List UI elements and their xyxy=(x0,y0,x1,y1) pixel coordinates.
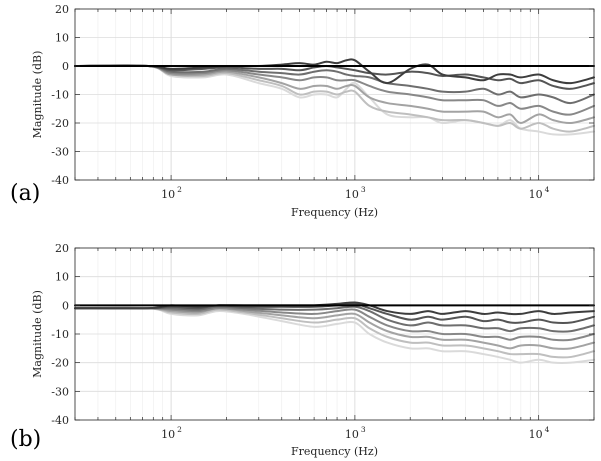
series-line xyxy=(74,306,595,359)
y-tick-label: -40 xyxy=(51,414,69,427)
x-tick-exponent: 3 xyxy=(361,185,366,194)
x-tick-exponent: 4 xyxy=(545,185,550,194)
y-tick-label: 20 xyxy=(55,242,69,255)
series-line xyxy=(74,64,595,133)
y-tick-label: 0 xyxy=(62,299,69,312)
y-tick-label: 10 xyxy=(55,271,69,284)
y-tick-label: -20 xyxy=(51,357,69,370)
y-tick-label: 20 xyxy=(55,3,69,16)
x-tick-label: 10 xyxy=(161,428,175,441)
plot-area xyxy=(74,301,595,365)
x-axis-label: Frequency (Hz) xyxy=(291,206,378,219)
series-line xyxy=(74,64,595,105)
axes-box xyxy=(74,247,595,421)
series-line xyxy=(74,307,595,342)
plot-area xyxy=(74,58,595,136)
y-tick-label: -10 xyxy=(51,89,69,102)
y-tick-label: -40 xyxy=(51,174,69,187)
y-tick-label: -30 xyxy=(51,385,69,398)
x-tick-label: 10 xyxy=(345,188,359,201)
series-line xyxy=(74,64,595,90)
series-line xyxy=(74,305,595,333)
panel-label: (b) xyxy=(10,427,41,452)
y-tick-label: -10 xyxy=(51,328,69,341)
x-tick-label: 10 xyxy=(529,188,543,201)
y-axis-label: Magnitude (dB) xyxy=(31,51,44,139)
series-line xyxy=(74,64,595,125)
x-tick-exponent: 3 xyxy=(361,425,366,434)
series-line xyxy=(74,306,595,365)
x-axis-label: Frequency (Hz) xyxy=(291,445,378,458)
y-tick-label: -20 xyxy=(51,117,69,130)
x-tick-exponent: 2 xyxy=(177,185,182,194)
y-tick-label: -30 xyxy=(51,146,69,159)
series-line xyxy=(74,64,595,116)
x-tick-label: 10 xyxy=(529,428,543,441)
panel-label: (a) xyxy=(10,181,40,206)
x-tick-label: 10 xyxy=(345,428,359,441)
y-tick-label: 10 xyxy=(55,32,69,45)
axes-box xyxy=(74,8,595,181)
x-tick-label: 10 xyxy=(161,188,175,201)
x-tick-exponent: 4 xyxy=(545,425,550,434)
x-tick-exponent: 2 xyxy=(177,425,182,434)
y-tick-label: 0 xyxy=(62,60,69,73)
grid xyxy=(74,247,595,421)
y-axis-label: Magnitude (dB) xyxy=(31,290,44,378)
